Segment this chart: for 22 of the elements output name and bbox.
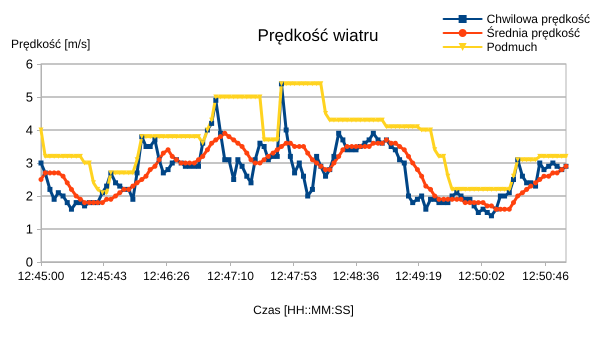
y-tick-label: 5 bbox=[26, 90, 33, 104]
legend-label: Podmuch bbox=[486, 40, 538, 54]
legend-label: Chwilowa prędkość bbox=[486, 12, 590, 26]
x-tick-label: 12:46:26 bbox=[143, 269, 190, 283]
x-tick-label: 12:50:02 bbox=[458, 269, 506, 283]
x-tick-label: 12:48:36 bbox=[332, 269, 380, 283]
y-tick-label: 3 bbox=[26, 156, 33, 170]
y-tick-label: 4 bbox=[26, 122, 33, 138]
y-tick-label: 0 bbox=[26, 254, 33, 270]
x-tick-label: 12:50:46 bbox=[522, 269, 570, 283]
x-tick-label: 12:49:19 bbox=[395, 269, 442, 283]
y-tick-label: 6 bbox=[26, 56, 33, 72]
x-axis-title: Czas [HH::MM:SS] bbox=[253, 303, 354, 317]
x-tick-label: 12:45:43 bbox=[80, 269, 128, 283]
y-tick-label: 2 bbox=[26, 188, 33, 204]
x-tick-label: 12:47:10 bbox=[207, 269, 254, 283]
chart-title: Prędkość wiatru bbox=[258, 26, 378, 45]
legend-label: Średnia prędkość bbox=[486, 26, 580, 40]
x-tick-label: 12:47:53 bbox=[270, 269, 318, 283]
x-tick-label: 12:45:00 bbox=[18, 269, 65, 283]
y-axis-title: Prędkość [m/s] bbox=[11, 37, 90, 51]
y-tick-label: 1 bbox=[26, 222, 33, 236]
